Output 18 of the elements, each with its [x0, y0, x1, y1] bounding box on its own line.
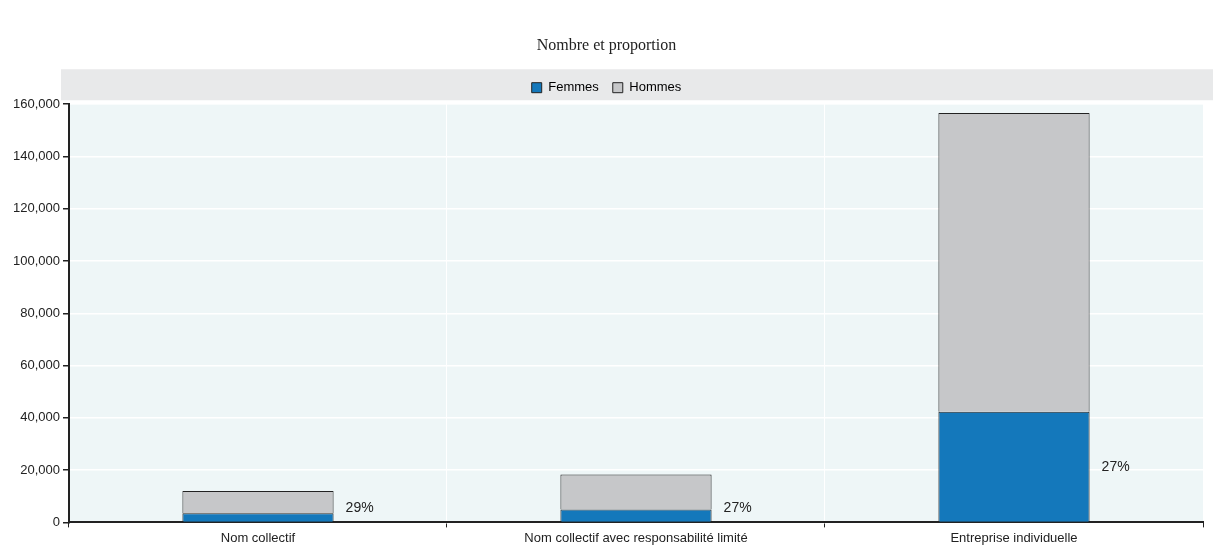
annotation: 29%: [345, 499, 374, 516]
x-tick-label: Nom collectif avec responsabilité limité: [524, 529, 748, 545]
y-tick-label: 20,000: [20, 461, 60, 477]
y-tick-label: 60,000: [20, 357, 60, 373]
y-tick-label: 80,000: [20, 304, 60, 320]
x-tick-label: Nom collectif: [220, 529, 296, 545]
y-tick-label: 160,000: [12, 95, 60, 111]
chart-title: Nombre et proportion: [536, 35, 677, 54]
legend-label: Hommes: [629, 79, 682, 95]
annotation: 27%: [723, 499, 752, 516]
y-tick-label: 100,000: [12, 252, 60, 268]
x-tick-label: Entreprise individuelle: [950, 529, 1078, 545]
y-tick-label: 40,000: [20, 409, 60, 425]
legend-label: Femmes: [548, 79, 600, 95]
annotation: 27%: [1101, 457, 1130, 474]
y-tick-label: 0: [52, 513, 60, 529]
y-tick-label: 140,000: [12, 148, 60, 164]
y-tick-label: 120,000: [12, 200, 60, 216]
